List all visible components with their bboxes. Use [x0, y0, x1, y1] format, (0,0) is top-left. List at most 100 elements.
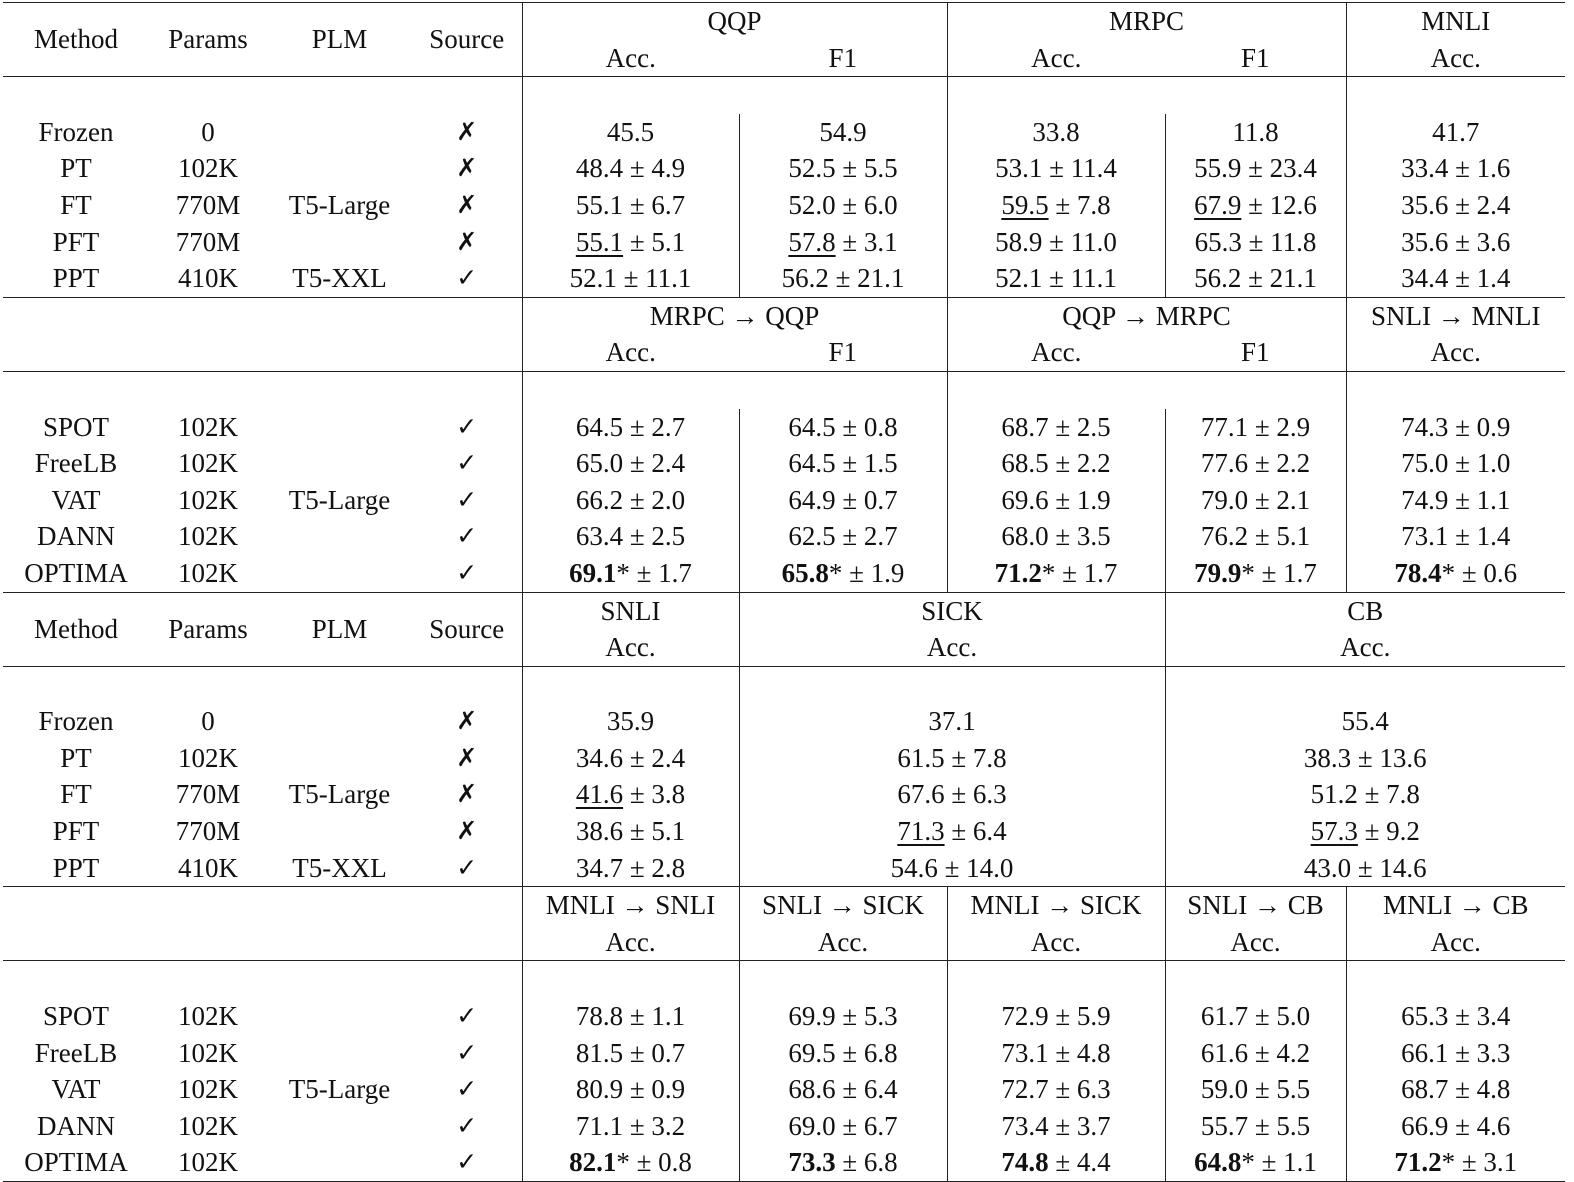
score-value: 67.9: [1194, 189, 1242, 220]
score-cell: 79.0 ± 2.1: [1164, 481, 1347, 519]
score-cell: 45.5: [521, 113, 739, 151]
score-cell: 66.2 ± 2.0: [521, 481, 739, 519]
results-table: Method Params PLM Source QQP MRPC MNLI A…: [3, 2, 1566, 1182]
plm-cell: T5-Large: [288, 779, 391, 810]
score-cell: 34.4 ± 1.4: [1345, 260, 1566, 298]
score-cell-best: 65.8* ± 1.9: [738, 554, 948, 592]
score-cell-best: 71.2* ± 1.7: [946, 554, 1166, 592]
metric-header: Acc.: [1345, 334, 1566, 372]
method-cell: PPT: [52, 263, 100, 294]
group-header-mnli-to-sick: MNLI → SICK: [946, 886, 1166, 924]
metric-header: Acc.: [521, 334, 739, 372]
score-cell: 41.7: [1345, 113, 1566, 151]
metric-header: F1: [828, 337, 858, 368]
cross-icon: ✗: [456, 189, 478, 219]
score-cell: 52.0 ± 6.0: [738, 186, 948, 224]
check-icon: ✓: [456, 263, 478, 293]
method-cell: SPOT: [42, 1001, 110, 1032]
params-cell: 102K: [178, 1074, 238, 1105]
check-icon: ✓: [456, 1001, 478, 1031]
score-cell: 64.5 ± 0.8: [738, 408, 948, 446]
group-header-mnli-to-cb: MNLI → CB: [1345, 886, 1566, 924]
plm-cell: [267, 740, 412, 777]
score-value: 55.1: [575, 226, 624, 257]
plm-cell: [267, 813, 412, 850]
table-row: FT 770M T5-Large ✗ 41.6 ± 3.8 67.6 ± 6.3…: [3, 776, 1566, 814]
table-row: PT 102K ✗ 34.6 ± 2.4 61.5 ± 7.8 38.3 ± 1…: [3, 739, 1566, 777]
score-cell-best: 82.1* ± 0.8: [521, 1144, 739, 1182]
score-cell-underlined: 57.3 ± 9.2: [1164, 813, 1566, 850]
col-header-method: Method: [34, 613, 118, 644]
score-cell: 73.4 ± 3.7: [946, 1107, 1166, 1145]
params-cell: 102K: [178, 521, 238, 552]
plm-cell: [267, 224, 412, 261]
check-icon: ✓: [456, 411, 478, 441]
params-cell: 102K: [178, 742, 238, 773]
score-cell-best: 71.2* ± 3.1: [1345, 1144, 1566, 1182]
metric-header: Acc.: [738, 923, 948, 961]
plm-cell: T5-XXL: [292, 852, 387, 883]
block2-transfer-header-row-2: Acc. Acc. Acc. Acc. Acc.: [3, 923, 1566, 961]
score-cell: 73.1 ± 4.8: [946, 1034, 1166, 1072]
metric-header: Acc.: [738, 629, 1166, 667]
metric-header: Acc.: [521, 923, 739, 961]
table-row: SPOT 102K T5-Large ✓ 64.5 ± 2.7 64.5 ± 0…: [3, 408, 1566, 515]
col-header-source: Source: [429, 24, 505, 55]
score-cell: 80.9 ± 0.9: [521, 1071, 739, 1108]
score-cell: 69.5 ± 6.8: [738, 1034, 948, 1072]
score-cell: 72.7 ± 6.3: [946, 1071, 1166, 1108]
params-cell: 770M: [175, 189, 241, 220]
score-cell: 56.2 ± 21.1: [738, 260, 948, 298]
method-cell: PPT: [52, 852, 100, 883]
params-cell: 102K: [178, 411, 238, 442]
check-icon: ✓: [456, 1147, 478, 1177]
block1-transfer-header-row-1: MRPC → QQP QQP → MRPC SNLI → MNLI: [3, 297, 1566, 335]
score-value: 57.3: [1310, 816, 1358, 847]
table-row: FreeLB 102K ✓ 65.0 ± 2.4 64.5 ± 1.5 68.5…: [3, 445, 1566, 482]
score-cell-underlined: 55.1 ± 5.1: [521, 223, 739, 261]
params-cell: 102K: [178, 153, 238, 184]
method-cell: FreeLB: [34, 1037, 118, 1068]
plm-cell: [267, 703, 412, 740]
group-header-cb: CB: [1164, 592, 1566, 630]
method-cell: VAT: [51, 484, 101, 515]
score-cell: 61.7 ± 5.0: [1164, 998, 1347, 1035]
score-cell: 35.9: [521, 703, 739, 740]
score-cell: 55.4: [1164, 703, 1566, 740]
metric-header: Acc.: [1345, 923, 1566, 961]
score-cell: 35.6 ± 2.4: [1345, 186, 1566, 224]
cross-icon: ✗: [456, 116, 478, 146]
score-cell: 54.9: [738, 113, 948, 151]
score-value: 71.3: [897, 816, 945, 847]
table-row: Frozen 0 ✗ 45.5 54.9 33.8 11.8 41.7: [3, 113, 1566, 151]
method-cell: Frozen: [38, 116, 114, 147]
cross-icon: ✗: [456, 706, 478, 736]
check-icon: ✓: [456, 1074, 478, 1104]
score-cell: 63.4 ± 2.5: [521, 518, 739, 555]
score-value: 59.5: [1001, 189, 1049, 220]
cross-icon: ✗: [456, 153, 478, 183]
table-row: PT 102K ✗ 48.4 ± 4.9 52.5 ± 5.5 53.1 ± 1…: [3, 150, 1566, 187]
score-cell: 66.1 ± 3.3: [1345, 1034, 1566, 1072]
score-cell-best: 64.8* ± 1.1: [1164, 1144, 1347, 1182]
table-row: FT 770M T5-Large ✗ 55.1 ± 6.7 52.0 ± 6.0…: [3, 186, 1566, 224]
score-cell: 64.5 ± 1.5: [738, 445, 948, 482]
score-cell: 48.4 ± 4.9: [521, 150, 739, 187]
check-icon: ✓: [456, 852, 478, 882]
metric-header: Acc.: [521, 39, 739, 77]
score-cell: 67.6 ± 6.3: [738, 776, 1166, 814]
score-cell: 68.6 ± 6.4: [738, 1071, 948, 1108]
score-cell: 59.0 ± 5.5: [1164, 1071, 1347, 1108]
score-cell: 51.2 ± 7.8: [1164, 776, 1566, 814]
method-cell: FreeLB: [34, 448, 118, 479]
score-cell: 53.1 ± 11.4: [946, 150, 1166, 187]
params-cell: 770M: [175, 226, 241, 257]
score-cell: 66.9 ± 4.6: [1345, 1107, 1566, 1145]
method-cell: Frozen: [38, 706, 114, 737]
score-cell: 56.2 ± 21.1: [1164, 260, 1347, 298]
score-cell: 69.6 ± 1.9: [946, 481, 1166, 519]
score-cell: 11.8: [1164, 113, 1347, 151]
score-cell: 52.1 ± 11.1: [521, 260, 739, 298]
params-cell: 102K: [178, 1147, 238, 1178]
score-cell: 65.3 ± 11.8: [1164, 223, 1347, 261]
